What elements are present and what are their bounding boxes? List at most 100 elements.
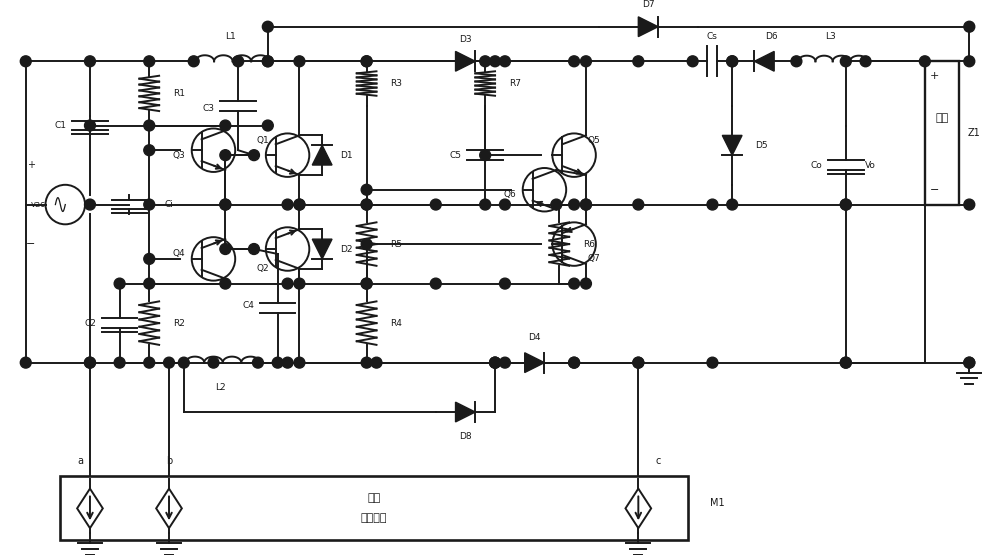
Circle shape <box>500 199 510 210</box>
Circle shape <box>860 56 871 67</box>
Circle shape <box>164 357 174 368</box>
Text: Cs: Cs <box>707 32 718 41</box>
Text: M1: M1 <box>710 498 725 508</box>
Circle shape <box>20 56 31 67</box>
Circle shape <box>294 278 305 289</box>
Circle shape <box>791 56 802 67</box>
Circle shape <box>569 357 580 368</box>
Circle shape <box>633 357 644 368</box>
Text: R4: R4 <box>390 319 402 327</box>
Text: R5: R5 <box>390 240 402 249</box>
Text: Q1: Q1 <box>256 136 269 145</box>
Circle shape <box>361 278 372 289</box>
Circle shape <box>294 56 305 67</box>
Circle shape <box>220 244 231 255</box>
Bar <box>60 476 688 540</box>
Circle shape <box>114 357 125 368</box>
Circle shape <box>262 56 273 67</box>
Circle shape <box>361 278 372 289</box>
Circle shape <box>480 199 491 210</box>
Text: C2: C2 <box>84 319 96 327</box>
Circle shape <box>249 244 259 255</box>
Circle shape <box>840 357 851 368</box>
Circle shape <box>964 21 975 32</box>
Circle shape <box>727 199 738 210</box>
Text: Vo: Vo <box>865 161 876 170</box>
Text: a: a <box>77 456 83 466</box>
Circle shape <box>361 184 372 195</box>
Polygon shape <box>525 353 544 373</box>
Polygon shape <box>312 145 332 165</box>
Circle shape <box>840 56 851 67</box>
Circle shape <box>964 357 975 368</box>
Text: 电流源组: 电流源组 <box>361 513 387 523</box>
Circle shape <box>85 56 95 67</box>
Circle shape <box>569 278 580 289</box>
Circle shape <box>500 278 510 289</box>
Polygon shape <box>456 402 475 422</box>
Text: +: + <box>930 71 939 81</box>
Circle shape <box>262 21 273 32</box>
Text: D7: D7 <box>642 1 655 9</box>
Circle shape <box>633 56 644 67</box>
Polygon shape <box>456 51 475 71</box>
Text: Q2: Q2 <box>257 264 269 274</box>
Text: D6: D6 <box>765 32 778 41</box>
Circle shape <box>144 254 155 264</box>
Text: D2: D2 <box>341 245 353 254</box>
Text: C4: C4 <box>242 301 254 310</box>
Circle shape <box>707 357 718 368</box>
Circle shape <box>581 56 591 67</box>
Circle shape <box>272 357 283 368</box>
Circle shape <box>707 199 718 210</box>
Text: Q6: Q6 <box>504 190 516 199</box>
Text: c: c <box>655 456 661 466</box>
Circle shape <box>262 56 273 67</box>
Circle shape <box>581 199 591 210</box>
Text: Q7: Q7 <box>587 255 600 264</box>
Circle shape <box>188 56 199 67</box>
Circle shape <box>262 120 273 131</box>
Circle shape <box>633 199 644 210</box>
Circle shape <box>500 56 510 67</box>
Text: D3: D3 <box>459 35 472 44</box>
Circle shape <box>569 199 580 210</box>
Text: vac: vac <box>31 200 45 209</box>
Text: Ci: Ci <box>165 200 173 209</box>
Circle shape <box>85 357 95 368</box>
Circle shape <box>919 56 930 67</box>
Circle shape <box>430 278 441 289</box>
Text: R7: R7 <box>509 79 521 88</box>
Polygon shape <box>638 17 658 37</box>
Circle shape <box>361 56 372 67</box>
Circle shape <box>253 357 263 368</box>
Circle shape <box>371 357 382 368</box>
Text: R3: R3 <box>390 79 402 88</box>
Circle shape <box>114 278 125 289</box>
Circle shape <box>361 357 372 368</box>
Circle shape <box>208 357 219 368</box>
Bar <box>925 61 959 205</box>
Circle shape <box>220 278 231 289</box>
Circle shape <box>178 357 189 368</box>
Circle shape <box>687 56 698 67</box>
Circle shape <box>727 56 738 67</box>
Circle shape <box>964 199 975 210</box>
Circle shape <box>490 56 500 67</box>
Circle shape <box>294 199 305 210</box>
Circle shape <box>480 56 491 67</box>
Text: b: b <box>166 456 172 466</box>
Text: C5: C5 <box>450 151 462 160</box>
Circle shape <box>430 199 441 210</box>
Circle shape <box>581 199 591 210</box>
Circle shape <box>480 150 491 161</box>
Circle shape <box>85 120 95 131</box>
Circle shape <box>144 278 155 289</box>
Text: D1: D1 <box>341 151 353 160</box>
Circle shape <box>144 56 155 67</box>
Text: D5: D5 <box>756 141 768 150</box>
Text: +: + <box>27 160 35 170</box>
Polygon shape <box>754 51 774 71</box>
Circle shape <box>144 357 155 368</box>
Circle shape <box>85 199 95 210</box>
